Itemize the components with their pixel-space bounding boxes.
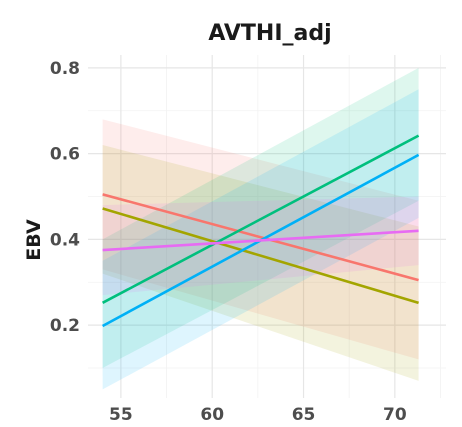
series-line-2 [102,207,419,305]
y-tick-label: 0.4 [50,230,80,250]
x-tick-label: 70 [383,405,407,425]
y-tick-label: 0.2 [50,316,80,336]
y-axis-ticks: 0.2 0.4 0.6 0.8 [50,59,80,336]
confidence-band-5 [102,196,419,296]
x-axis-ticks: 55 60 65 70 [109,405,407,425]
x-tick-label: 65 [292,405,316,425]
series-line-3 [102,134,420,304]
series-line-1 [102,193,419,282]
y-tick-label: 0.8 [50,59,80,79]
confidence-band-2 [102,145,419,381]
y-axis-label: EBV [23,219,45,261]
confidence-bands [102,67,419,390]
x-tick-label: 55 [109,405,133,425]
x-tick-label: 60 [200,405,224,425]
series-line-5 [102,229,419,252]
y-tick-label: 0.6 [50,145,80,165]
series-lines [101,134,420,328]
chart-title: AVTHI_adj [208,21,331,46]
